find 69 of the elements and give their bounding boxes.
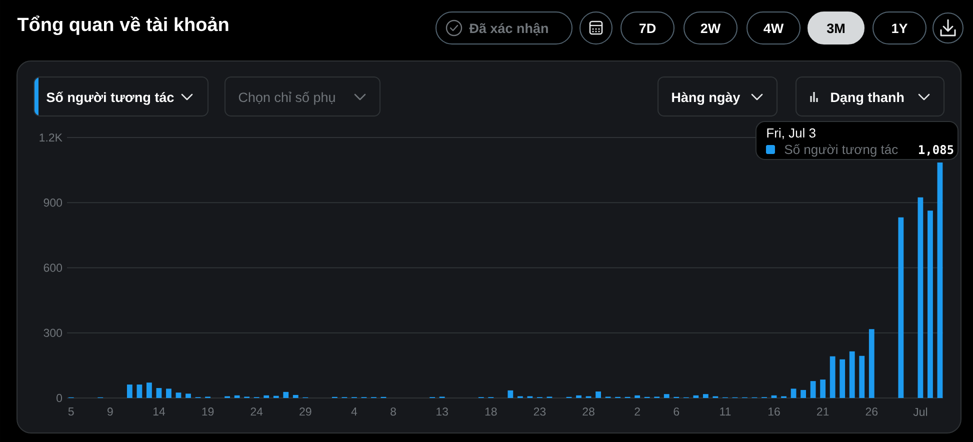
- chart-title: Tổng quan về tài khoản: [17, 16, 228, 36]
- bar: [292, 394, 298, 398]
- bar: [928, 210, 933, 398]
- bar: [830, 356, 836, 398]
- x-tick-label: 26: [866, 408, 878, 416]
- x-tick-label: 21: [817, 408, 829, 416]
- x-tick-label: 23: [534, 408, 546, 416]
- bar: [820, 380, 826, 398]
- bar: [810, 381, 816, 398]
- x-tick-label: 9: [107, 408, 113, 416]
- bar: [234, 395, 240, 398]
- bar: [156, 388, 162, 398]
- bar: [176, 392, 182, 398]
- bar: [898, 217, 904, 398]
- bar: [937, 162, 943, 398]
- y-tick-label: 900: [44, 198, 62, 207]
- x-tick-label: 2: [634, 408, 640, 416]
- bar: [664, 394, 670, 398]
- bar: [146, 382, 152, 398]
- text: Hàng ngày: [672, 92, 740, 105]
- text: 1Y: [892, 24, 908, 33]
- bar: [264, 395, 270, 398]
- text: Chọn chỉ số phụ: [238, 92, 335, 105]
- data-label: 1,085: [919, 145, 954, 156]
- y-tick-label: 1.2K: [40, 133, 62, 142]
- bar: [186, 394, 191, 398]
- x-tick-label: 19: [202, 408, 214, 416]
- x-tick-label: 8: [390, 408, 396, 416]
- y-tick-label: 300: [44, 328, 62, 337]
- x-tick-label: 6: [674, 408, 680, 416]
- bar: [166, 388, 172, 398]
- x-tick-label: Jul: [913, 408, 928, 416]
- x-tick-label: 5: [68, 408, 74, 416]
- x-tick-label: 13: [436, 408, 448, 416]
- x-tick-label: 11: [720, 408, 731, 416]
- text: Số người tương tác: [46, 92, 174, 105]
- bar: [693, 395, 699, 398]
- x-tick-label: 29: [300, 408, 312, 416]
- bar: [868, 329, 874, 398]
- bar: [136, 384, 142, 398]
- bar: [849, 351, 855, 398]
- y-tick-label: 600: [44, 264, 62, 272]
- bar: [702, 394, 708, 398]
- bar: [126, 384, 132, 398]
- bar: [800, 390, 806, 398]
- x-tick-label: 18: [485, 408, 497, 416]
- x-tick-label: 4: [351, 408, 358, 416]
- bar: [596, 391, 601, 398]
- bar: [634, 395, 640, 398]
- x-tick-label: 16: [768, 408, 780, 416]
- text: 7D: [639, 24, 656, 33]
- x-tick-label: 14: [153, 408, 166, 416]
- x-tick-label: 28: [582, 408, 594, 416]
- text: 4W: [764, 24, 784, 33]
- x-tick-label: 24: [250, 408, 263, 416]
- legend-title: Fri, Jul 3: [767, 128, 816, 140]
- text: Dạng thanh: [831, 92, 904, 105]
- text: Đã xác nhận: [469, 22, 548, 36]
- legend-label: Số người tương tác: [784, 144, 898, 157]
- y-tick-label: 0: [56, 394, 62, 402]
- bar: [840, 359, 846, 398]
- text: 2W: [700, 24, 721, 33]
- bar: [283, 392, 289, 398]
- bar: [576, 395, 582, 398]
- bar: [508, 390, 514, 398]
- bar: [859, 356, 865, 398]
- bar: [918, 197, 924, 398]
- bar: [790, 388, 796, 398]
- text: 3M: [826, 24, 844, 34]
